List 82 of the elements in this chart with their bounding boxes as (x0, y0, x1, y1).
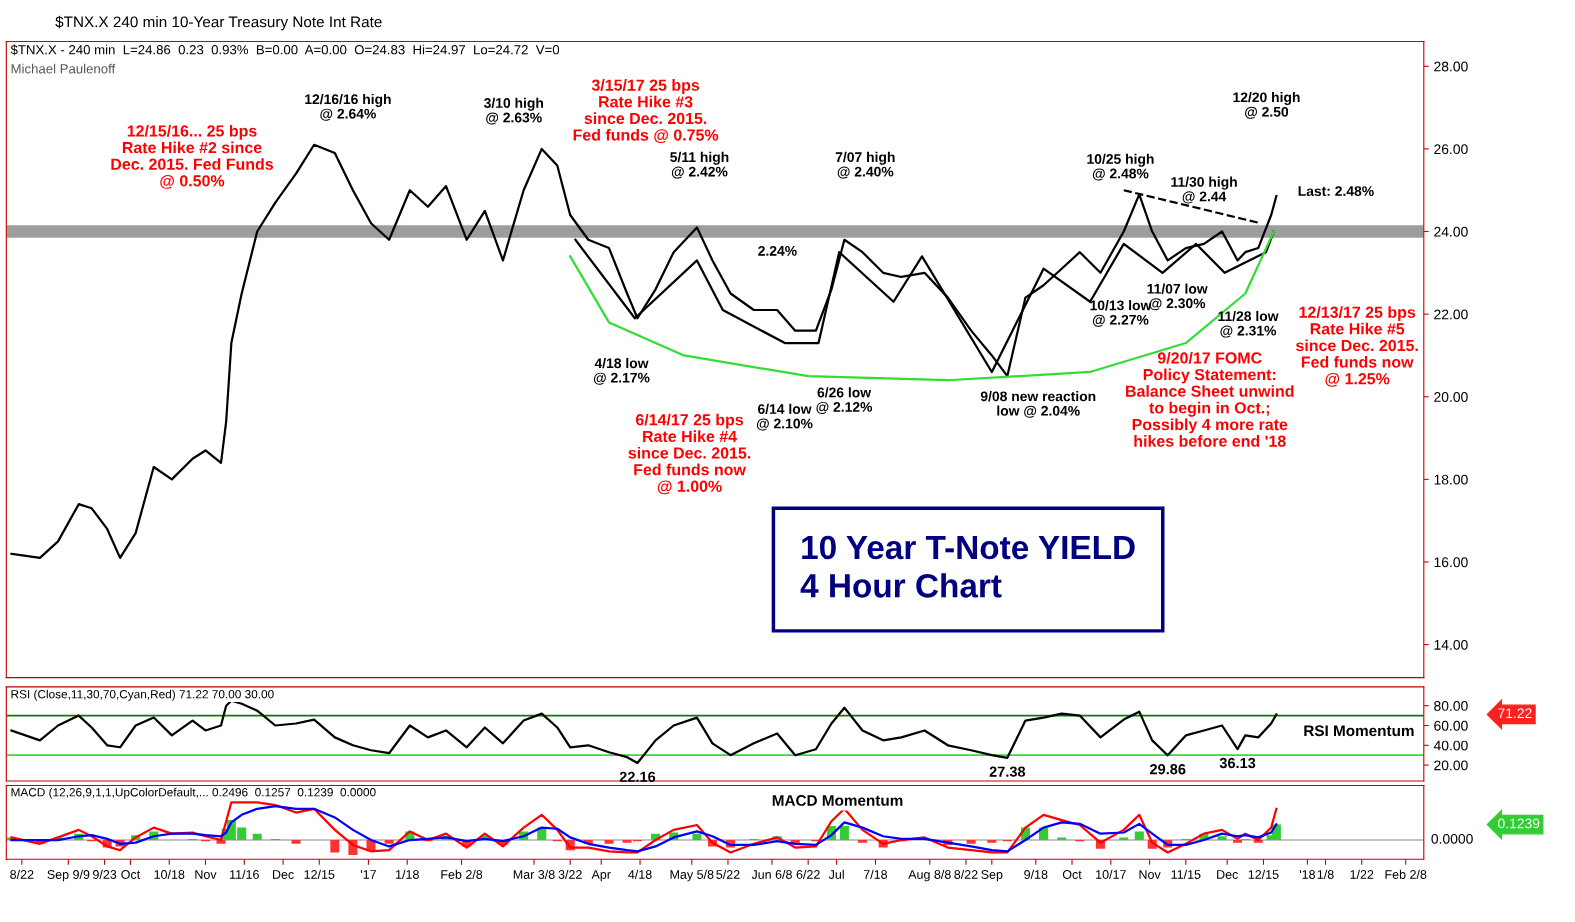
y-tick-label: 26.00 (1434, 144, 1468, 155)
x-tick-label: 11/16 (230, 869, 259, 879)
y-tick-label: 20.00 (1434, 392, 1468, 402)
x-tick-label: 6/22 (796, 869, 820, 879)
x-tick-label: 1/8 (1317, 869, 1334, 879)
x-tick-label: Feb 2/8 (1385, 869, 1427, 879)
x-tick-label: 9/18 (1024, 869, 1048, 879)
x-tick-label: 4/18 (628, 869, 652, 879)
x-tick-label: '18 (1299, 870, 1315, 879)
annotation: 10/25 high @ 2.48% (1087, 153, 1154, 181)
annotation: 29.86 (1149, 764, 1186, 775)
chart-title: MACD (12,26,9,1,1,UpColorDefault,... 0.2496 0.1257 0.1239 0.0000 (11, 787, 376, 799)
x-tick-label: Oct (121, 870, 141, 879)
x-tick-label: 9/23 (93, 869, 117, 879)
annotation: 6/14 low @ 2.10% (756, 403, 813, 431)
annotation: 5/11 high @ 2.42% (670, 151, 729, 179)
annotation: 7/07 high @ 2.40% (835, 151, 895, 179)
annotation: Last: 2.48% (1298, 186, 1374, 196)
x-tick-label: 1/18 (396, 869, 419, 879)
x-tick-label: Mar 3/8 (513, 869, 555, 879)
x-tick-label: Oct (1062, 870, 1082, 879)
y-tick-label: 22.00 (1434, 309, 1468, 320)
x-tick-label: Jun 6/8 (751, 869, 792, 879)
annotation: 12/20 high @ 2.50 (1233, 92, 1300, 119)
annotation: 2.24% (758, 245, 797, 256)
x-tick-label: 11/15 (1171, 869, 1201, 879)
y-tick-label: 60.00 (1434, 720, 1468, 731)
annotation: 11/28 low @ 2.31% (1218, 310, 1279, 338)
annotation: 12/15/16... 25 bps Rate Hike #2 since Dec. 2015. Fed Funds @ 0.50% (111, 124, 274, 189)
text: 0.0000 (1431, 833, 1473, 844)
text: 71.22 (1498, 708, 1532, 718)
y-tick-label: 18.00 (1434, 474, 1468, 485)
y-tick-label: 24.00 (1434, 226, 1468, 237)
x-tick-label: 8/22 (10, 869, 34, 879)
chart-title: $TNX.X 240 min 10-Year Treasury Note Int Rate (55, 15, 382, 31)
annotation: 9/20/17 FOMC Policy Statement: Balance Sheet unwind to begin in Oct.; Possibly 4 more rate hikes before end '18 (1126, 351, 1294, 447)
x-tick-label: Nov (1139, 870, 1161, 879)
annotation: 12/13/17 25 bps Rate Hike #5 since Dec. 2015. Fed funds now @ 1.25% (1296, 306, 1418, 387)
annotation: 11/30 high @ 2.44 (1171, 176, 1237, 204)
x-tick-label: Sep (981, 870, 1003, 882)
annotation: 12/16/16 high @ 2.64% (305, 93, 391, 121)
annotation: 6/14/17 25 bps Rate Hike #4 since Dec. 2015. Fed funds now @ 1.00% (628, 413, 751, 495)
x-tick-label: 5/22 (716, 869, 740, 879)
annotation: 4/18 low @ 2.17% (593, 357, 650, 385)
y-tick-label: 20.00 (1434, 760, 1468, 771)
x-tick-label: 12/15 (1248, 869, 1279, 879)
text: 0.1239 (1498, 818, 1540, 829)
x-tick-label: Sep 9/9 (47, 869, 90, 882)
x-tick-label: May 5/8 (670, 869, 714, 882)
x-tick-label: Feb 2/8 (441, 869, 483, 879)
annotation: 9/08 new reaction low @ 2.04% (980, 391, 1096, 418)
y-tick-label: 16.00 (1434, 557, 1468, 568)
x-tick-label: 1/22 (1350, 869, 1374, 879)
y-tick-label: 40.00 (1433, 740, 1468, 751)
x-tick-label: 8/22 (954, 869, 978, 879)
annotation: 22.16 (619, 771, 656, 782)
annotation: $TNX.X - 240 min L=24.86 0.23 0.93% B=0.00 A=0.00 O=24.83 Hi=24.97 Lo=24.72 V=0 (10, 44, 560, 56)
chart-subtitle: MACD Momentum (772, 795, 903, 806)
x-tick-label: Nov (195, 870, 217, 879)
x-tick-label: Dec (1217, 870, 1238, 879)
x-tick-label: 10/18 (154, 869, 185, 879)
chart-title: RSI (Close,11,30,70,Cyan,Red) 71.22 70.00 30.00 (11, 689, 274, 701)
y-tick-label: 28.00 (1434, 61, 1468, 72)
x-tick-label: 7/18 (863, 869, 888, 879)
y-tick-label: 14.00 (1434, 639, 1468, 650)
text: RSI Momentum (1304, 725, 1414, 737)
x-tick-label: '17 (360, 870, 376, 879)
y-tick-label: 80.00 (1434, 701, 1468, 711)
x-tick-label: Apr (591, 870, 611, 882)
x-tick-label: Dec (272, 870, 294, 879)
annotation: 3/15/17 25 bps Rate Hike #3 since Dec. 2015. Fed funds @ 0.75% (573, 79, 719, 144)
x-tick-label: Aug 8/8 (908, 869, 951, 882)
text: 10 Year T-Note YIELD 4 Hour Chart (800, 535, 1135, 598)
annotation: Michael Paulenoff (11, 63, 116, 74)
annotation: 36.13 (1219, 757, 1256, 769)
x-tick-label: 3/22 (558, 869, 582, 879)
annotation: 27.38 (989, 766, 1026, 777)
x-tick-label: 12/15 (304, 869, 335, 879)
x-tick-label: Jul (828, 869, 844, 879)
annotation: 3/10 high @ 2.63% (483, 97, 544, 125)
annotation: 6/26 low @ 2.12% (816, 387, 873, 414)
x-tick-label: 10/17 (1096, 869, 1126, 879)
